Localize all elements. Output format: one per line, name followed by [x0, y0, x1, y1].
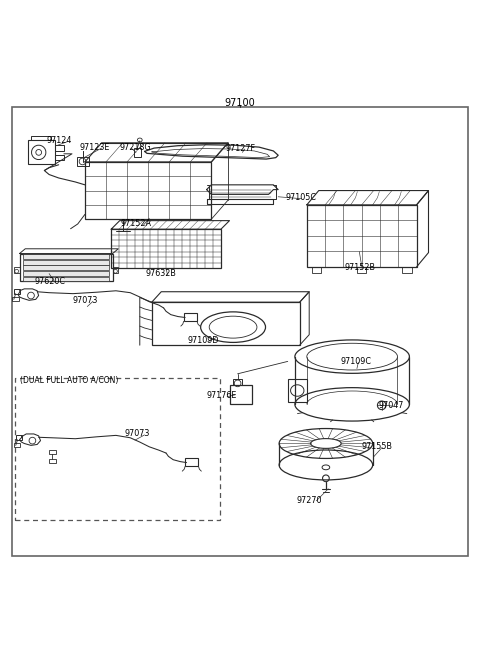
Bar [49, 450, 56, 455]
Bar [233, 379, 242, 385]
Text: 97100: 97100 [225, 98, 255, 108]
Text: 97632B: 97632B [145, 269, 176, 278]
Text: 97127F: 97127F [226, 144, 256, 153]
Bar [24, 255, 109, 259]
Bar [312, 267, 321, 273]
Bar [113, 267, 118, 273]
Bar [24, 266, 109, 270]
Bar [24, 260, 109, 265]
Bar [14, 289, 21, 294]
Text: (DUAL FULL AUTO A/CON): (DUAL FULL AUTO A/CON) [21, 376, 119, 385]
Bar [185, 458, 199, 466]
Bar [15, 378, 220, 520]
Bar [24, 277, 109, 281]
Text: 97270: 97270 [296, 496, 322, 505]
Bar [229, 385, 252, 404]
Text: 97073: 97073 [73, 296, 98, 305]
Text: 97124: 97124 [47, 136, 72, 145]
Text: 97073: 97073 [124, 430, 150, 438]
Bar [111, 229, 221, 268]
Bar [20, 254, 113, 281]
Text: 97152B: 97152B [344, 263, 375, 272]
Text: 97105C: 97105C [285, 194, 316, 202]
Text: 97176E: 97176E [206, 391, 237, 400]
Text: 97152A: 97152A [120, 220, 152, 228]
Bar [152, 302, 300, 345]
Bar [134, 148, 141, 157]
Bar [55, 155, 64, 161]
Bar [288, 379, 307, 402]
Bar [14, 443, 21, 447]
Bar [357, 267, 366, 273]
Bar [55, 145, 64, 151]
Text: 97109D: 97109D [188, 337, 219, 346]
Bar [77, 157, 89, 166]
Bar [28, 140, 55, 164]
Text: 97155B: 97155B [362, 442, 393, 451]
Bar [32, 136, 50, 140]
Text: 97109C: 97109C [340, 357, 371, 366]
Bar [307, 205, 417, 267]
Bar [402, 267, 412, 273]
Text: 97620C: 97620C [35, 277, 66, 286]
Bar [12, 297, 19, 301]
Text: 97047: 97047 [378, 401, 404, 410]
Bar [14, 267, 20, 273]
Bar [85, 162, 211, 219]
Text: 97218G: 97218G [120, 142, 151, 152]
Bar [24, 271, 109, 276]
Bar [49, 459, 56, 462]
Text: 97123E: 97123E [79, 142, 109, 152]
Bar [184, 313, 197, 321]
Bar [16, 435, 23, 440]
